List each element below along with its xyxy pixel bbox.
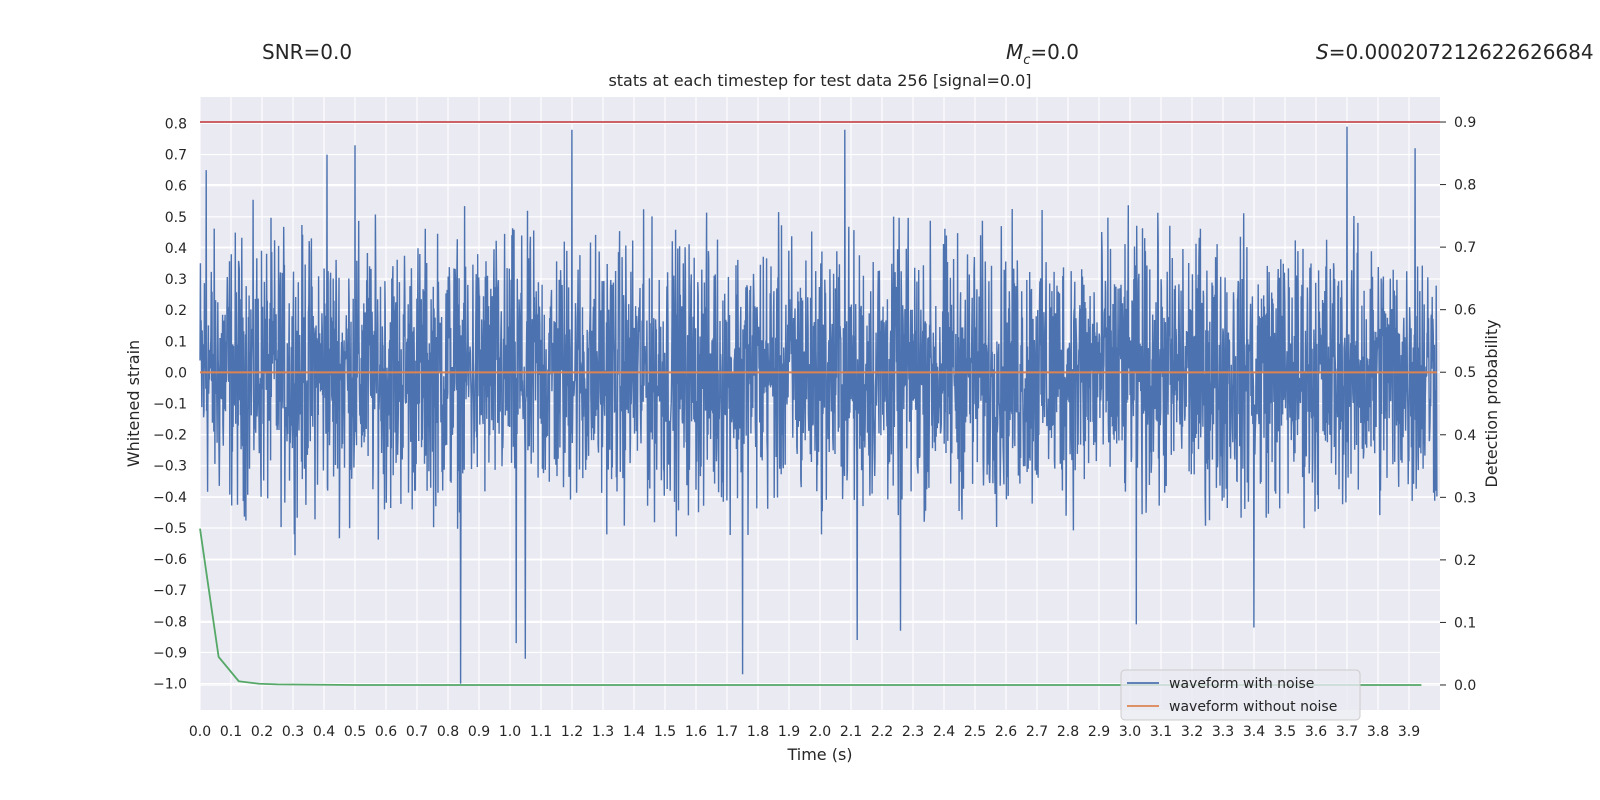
x-tick-label: 3.8 (1367, 724, 1389, 740)
series-waveform-with-noise (199, 126, 1438, 684)
x-tick-label: 3.7 (1336, 724, 1358, 740)
x-tick-label: 0.6 (375, 724, 397, 740)
y-tick-label-left: −0.4 (153, 490, 187, 506)
y-tick-label-right: 0.0 (1454, 678, 1476, 694)
y-tick-label-right: 0.3 (1454, 490, 1476, 506)
x-tick-label: 3.2 (1181, 724, 1203, 740)
x-tick-label: 0.5 (344, 724, 366, 740)
y-tick-label-left: −0.8 (153, 614, 187, 630)
axes: 0.0 0.1 0.2 0.3 0.4 0.5 0.6 0.7 0.8 0.9 1.0 1.1 1.2 1… (124, 115, 1501, 764)
x-tick-label: 0.9 (468, 724, 490, 740)
x-tick-label: 2.9 (1088, 724, 1110, 740)
chirp-mass-symbol: M (1006, 40, 1024, 64)
x-tick-label: 0.4 (313, 724, 335, 740)
x-tick-label: 3.0 (1119, 724, 1141, 740)
y-tick-label-left: 0.7 (165, 148, 187, 164)
y-tick-label-left: −0.2 (153, 428, 187, 444)
x-tick-label: 0.1 (220, 724, 242, 740)
x-tick-label: 1.0 (499, 724, 521, 740)
y-tick-label-left: −0.1 (153, 397, 187, 413)
y-tick-label-left: −0.9 (153, 645, 187, 661)
y-tick-label-left: −1.0 (153, 677, 187, 693)
x-tick-label: 0.8 (437, 724, 459, 740)
chirp-mass-value: =0.0 (1030, 40, 1079, 64)
x-tick-label: 3.9 (1398, 724, 1420, 740)
snr-statistic-label: S=0.000207212622626684 (1316, 40, 1594, 64)
x-tick-label: 2.4 (933, 724, 955, 740)
x-tick-label: 3.3 (1212, 724, 1234, 740)
legend-box (1120, 669, 1361, 721)
y-tick-label-left: −0.5 (153, 521, 187, 537)
snr-label: SNR=0.0 (262, 40, 353, 64)
y-axis-label-right: Detection probability (1482, 319, 1501, 487)
x-tick-label: 1.2 (561, 724, 583, 740)
y-tick-label-left: −0.7 (153, 583, 187, 599)
x-tick-label: 0.0 (189, 724, 211, 740)
y-tick-label-right: 0.7 (1454, 240, 1476, 256)
y-tick-label-left: 0.3 (165, 272, 187, 288)
y-tick-label-right: 0.9 (1454, 115, 1476, 131)
legend-label: waveform without noise (1169, 699, 1337, 715)
x-tick-label: 3.4 (1243, 724, 1265, 740)
x-tick-label: 0.2 (251, 724, 273, 740)
x-tick-label: 2.8 (1057, 724, 1079, 740)
y-tick-label-right: 0.5 (1454, 365, 1476, 381)
x-tick-label: 1.9 (778, 724, 800, 740)
y-tick-label-left: 0.8 (165, 116, 187, 132)
x-tick-label: 0.7 (406, 724, 428, 740)
x-tick-label: 2.2 (871, 724, 893, 740)
series-layer (199, 121, 1440, 686)
chirp-mass-subscript: c (1023, 53, 1031, 68)
x-axis-label: Time (s) (786, 745, 852, 764)
y-tick-label-left: −0.3 (153, 459, 187, 475)
y-tick-label-right: 0.1 (1454, 615, 1476, 631)
y-tick-label-left: 0.1 (165, 334, 187, 350)
x-tick-label: 2.3 (902, 724, 924, 740)
legend: waveform with noise waveform without nois… (1120, 669, 1361, 721)
statistic-symbol: S (1316, 40, 1329, 64)
y-tick-label-right: 0.2 (1454, 553, 1476, 569)
x-tick-label: 0.3 (282, 724, 304, 740)
y-tick-label-left: 0.6 (165, 179, 187, 195)
x-tick-label: 1.6 (685, 724, 707, 740)
y-tick-label-right: 0.6 (1454, 303, 1476, 319)
x-tick-label: 2.5 (964, 724, 986, 740)
y-tick-label-left: 0.4 (165, 241, 187, 257)
y-axis-label-left: Whitened strain (124, 340, 143, 467)
y-tick-label-right: 0.4 (1454, 428, 1476, 444)
x-tick-label: 1.3 (592, 724, 614, 740)
x-tick-label: 2.1 (840, 724, 862, 740)
x-tick-label: 1.5 (654, 724, 676, 740)
x-tick-label: 3.5 (1274, 724, 1296, 740)
chart-title: stats at each timestep for test data 256… (608, 71, 1032, 90)
y-tick-label-left: −0.6 (153, 552, 187, 568)
y-tick-label-left: 0.0 (165, 365, 187, 381)
y-tick-label-right: 0.8 (1454, 178, 1476, 194)
x-tick-label: 3.6 (1305, 724, 1327, 740)
x-tick-label: 1.4 (623, 724, 645, 740)
legend-label: waveform with noise (1169, 676, 1314, 692)
y-tick-label-left: 0.5 (165, 210, 187, 226)
chirp-mass-label: Mc=0.0 (1006, 40, 1079, 68)
x-tick-label: 1.8 (747, 724, 769, 740)
x-tick-label: 2.0 (809, 724, 831, 740)
x-tick-label: 3.1 (1150, 724, 1172, 740)
series-detection-probability (199, 528, 1422, 686)
x-tick-label: 2.7 (1026, 724, 1048, 740)
x-tick-label: 2.6 (995, 724, 1017, 740)
x-tick-label: 1.7 (716, 724, 738, 740)
y-tick-label-left: 0.2 (165, 303, 187, 319)
x-tick-label: 1.1 (530, 724, 552, 740)
statistic-value: =0.000207212622626684 (1328, 40, 1594, 64)
